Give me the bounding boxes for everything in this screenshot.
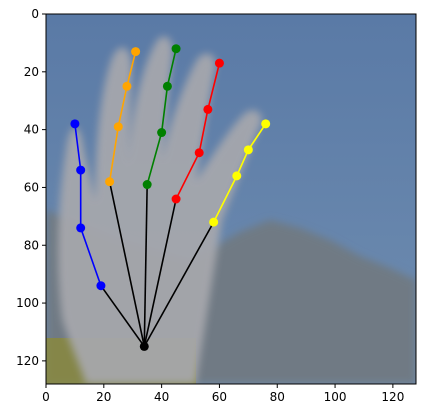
plot-frame [45,13,417,385]
y-tick-label: 120 [16,354,39,368]
finger-2-segment-1 [146,132,163,185]
finger-4-segment-1 [212,175,238,223]
finger-2-segment-3 [166,48,177,87]
x-axis: 0 20 40 60 80 100 120 [42,384,404,404]
finger-1-point-3 [131,47,141,57]
keypoint-overlay [70,44,271,351]
finger-1-segment-1 [108,126,120,182]
finger-0-point-1 [76,223,86,233]
y-tick-label: 0 [31,7,39,21]
finger-0-point-0 [96,281,106,291]
x-tick-label: 120 [381,390,404,404]
x-tick-label: 20 [96,390,111,404]
y-tick-label: 40 [24,123,39,137]
finger-2-point-3 [171,44,181,54]
finger-1-point-0 [105,177,115,187]
x-tick-label: 0 [42,390,50,404]
x-tick-label: 60 [212,390,227,404]
finger-2-point-1 [157,128,167,138]
finger-0-segment-1 [79,227,102,286]
finger-3-point-2 [203,104,213,114]
y-tick-label: 20 [24,65,39,79]
finger-3-point-3 [214,58,224,68]
finger-3-point-1 [194,148,204,158]
finger-1-point-2 [122,81,132,91]
finger-3-segment-1 [175,152,200,200]
finger-4-point-2 [243,145,253,155]
x-tick-label: 100 [324,390,347,404]
palm-line-0 [108,181,146,347]
y-tick-label: 60 [24,180,39,194]
wrist-point [139,341,149,351]
finger-1-segment-3 [126,51,137,87]
finger-1-point-1 [113,122,123,132]
finger-0-segment-3 [74,123,82,171]
finger-2-point-2 [162,81,172,91]
y-axis: 0 20 40 60 80 100 120 [16,7,46,368]
finger-1-segment-2 [117,86,128,127]
finger-4-segment-2 [236,149,250,177]
finger-2-segment-2 [160,86,169,133]
finger-4-point-3 [261,119,271,129]
finger-0-segment-0 [100,285,145,347]
finger-3-segment-2 [198,109,209,153]
finger-3-point-0 [171,194,181,204]
finger-4-point-1 [232,171,242,181]
x-tick-label: 80 [270,390,285,404]
finger-0-point-3 [70,119,80,129]
palm-line-1 [143,184,148,347]
y-tick-label: 100 [16,296,39,310]
palm-line-3 [143,221,215,347]
finger-0-point-2 [76,165,86,175]
y-tick-label: 80 [24,238,39,252]
palm-line-2 [143,198,177,347]
finger-4-point-0 [209,217,219,227]
x-tick-label: 40 [154,390,169,404]
background-photo [46,14,416,384]
finger-4-segment-3 [247,123,267,151]
finger-2-point-0 [142,180,152,190]
finger-3-segment-3 [207,62,221,110]
